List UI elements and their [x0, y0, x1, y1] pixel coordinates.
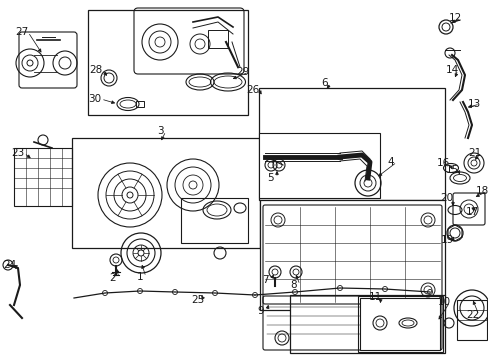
Bar [72, 138, 260, 248]
Text: 19: 19 [440, 235, 453, 245]
Text: 13: 13 [467, 99, 480, 109]
Text: 9: 9 [257, 306, 264, 316]
Bar [456, 300, 486, 340]
Text: 22: 22 [466, 310, 479, 320]
Circle shape [27, 60, 33, 66]
Bar [181, 198, 247, 243]
Bar [289, 295, 444, 353]
Text: 20: 20 [440, 193, 453, 203]
Text: 3: 3 [156, 126, 163, 136]
Circle shape [138, 250, 143, 256]
Text: 5: 5 [267, 173, 274, 183]
Text: 8: 8 [290, 280, 297, 290]
Bar [136, 101, 143, 107]
Text: 24: 24 [3, 260, 17, 270]
Text: 2: 2 [109, 273, 116, 283]
Text: 6: 6 [321, 78, 327, 88]
Text: 23: 23 [11, 148, 24, 158]
Circle shape [155, 37, 164, 47]
Bar [359, 298, 439, 350]
Bar [260, 200, 444, 310]
Text: 4: 4 [387, 157, 393, 167]
Text: 15: 15 [445, 165, 458, 175]
Text: 29: 29 [236, 67, 249, 77]
Bar [357, 296, 442, 352]
Text: 10: 10 [437, 297, 449, 307]
Text: 26: 26 [246, 85, 259, 95]
Bar [88, 10, 247, 115]
Text: 21: 21 [468, 148, 481, 158]
Text: 14: 14 [445, 65, 458, 75]
Text: 30: 30 [88, 94, 102, 104]
Text: 12: 12 [447, 13, 461, 23]
Text: 18: 18 [474, 186, 488, 196]
Text: 27: 27 [15, 27, 29, 37]
Bar [207, 30, 227, 48]
Text: 25: 25 [191, 295, 204, 305]
Bar [14, 148, 72, 206]
Bar [259, 133, 379, 198]
Text: 7: 7 [261, 275, 268, 285]
Text: 1: 1 [137, 272, 143, 282]
Text: 28: 28 [89, 65, 102, 75]
Text: 11: 11 [367, 292, 381, 302]
Text: 16: 16 [435, 158, 448, 168]
Bar [259, 88, 444, 200]
Text: 17: 17 [465, 207, 478, 217]
Circle shape [127, 192, 133, 198]
